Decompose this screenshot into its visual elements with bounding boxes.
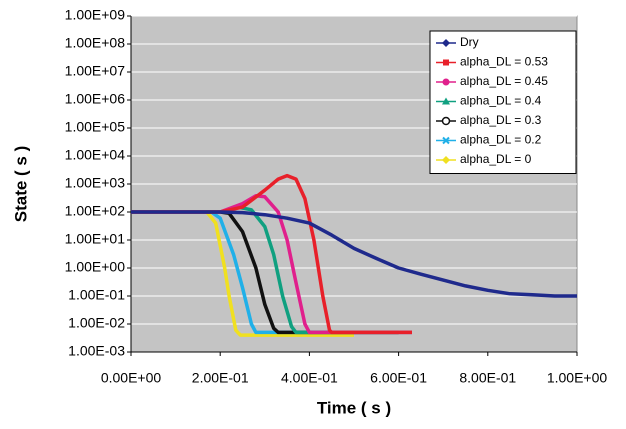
legend-label: alpha_DL = 0.45 <box>460 74 548 88</box>
legend-label: alpha_DL = 0.53 <box>460 55 548 69</box>
legend-label: alpha_DL = 0.2 <box>460 133 542 147</box>
y-tick-label: 1.00E+05 <box>65 119 126 135</box>
legend-label: Dry <box>460 35 479 49</box>
y-tick-label: 1.00E-03 <box>68 343 125 359</box>
series-line <box>131 210 354 337</box>
legend-marker <box>443 59 449 66</box>
legend-label: alpha_DL = 0.3 <box>460 113 542 127</box>
legend-marker <box>442 78 450 86</box>
legend-marker <box>442 136 450 145</box>
y-tick-label: 1.00E+06 <box>65 91 126 107</box>
y-tick-label: 1.00E+03 <box>65 175 126 191</box>
y-tick-label: 1.00E-02 <box>68 315 125 331</box>
legend-label: alpha_DL = 0 <box>460 152 532 166</box>
x-tick-label: 6.00E-01 <box>370 370 427 386</box>
y-tick-label: 1.00E+04 <box>65 147 126 163</box>
x-axis-label: Time ( s ) <box>317 398 391 417</box>
y-tick-label: 1.00E+08 <box>65 35 126 51</box>
y-tick-label: 1.00E+07 <box>65 63 126 79</box>
series-line <box>131 194 412 335</box>
y-tick-label: 1.00E+00 <box>65 259 126 275</box>
series-line <box>131 210 577 298</box>
x-tick-label: 1.00E+00 <box>547 370 608 386</box>
x-tick-label: 4.00E-01 <box>281 370 338 386</box>
legend-marker <box>441 116 451 126</box>
x-tick-label: 0.00E+00 <box>101 370 162 386</box>
x-tick-label: 2.00E-01 <box>192 370 249 386</box>
y-tick-label: 1.00E-01 <box>68 287 125 303</box>
legend-marker <box>442 39 450 47</box>
y-axis-label: State ( s ) <box>11 146 30 223</box>
legend-marker <box>442 97 450 105</box>
y-tick-label: 1.00E+01 <box>65 231 126 247</box>
x-tick-label: 8.00E-01 <box>459 370 516 386</box>
series-line <box>131 173 412 335</box>
legend-label: alpha_DL = 0.4 <box>460 94 542 108</box>
legend-marker <box>442 156 450 164</box>
y-tick-label: 1.00E+02 <box>65 203 126 219</box>
y-tick-label: 1.00E+09 <box>65 7 126 23</box>
